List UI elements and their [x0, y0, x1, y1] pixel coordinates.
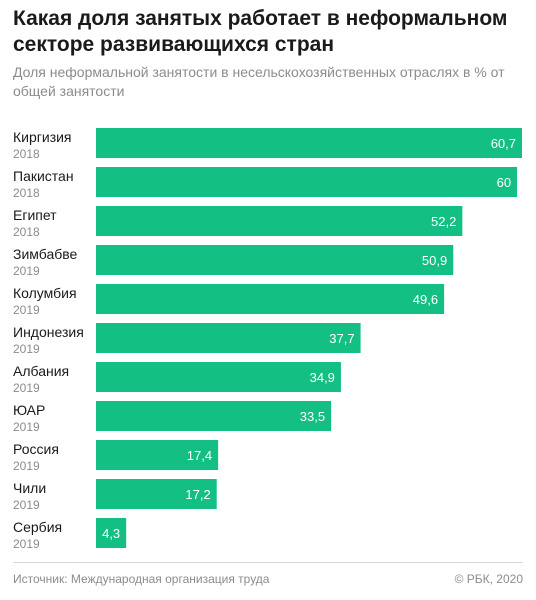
year-label: 2019 — [13, 537, 40, 551]
source-note: Источник: Международная организация труд… — [13, 572, 270, 586]
bar-8 — [96, 440, 219, 470]
bar-chart: Киргизия 2018 60,7 Пакистан 2018 60 Египет 2018… — [13, 128, 522, 551]
value-label: 33,5 — [300, 409, 325, 424]
category-label: Индонезия — [13, 324, 84, 340]
year-label: 2019 — [13, 303, 40, 317]
value-label: 49,6 — [413, 292, 438, 307]
value-label: 60 — [497, 175, 511, 190]
year-label: 2019 — [13, 381, 40, 395]
bar-4 — [96, 284, 445, 314]
bar-3 — [96, 245, 454, 275]
year-label: 2019 — [13, 420, 40, 434]
value-label: 50,9 — [422, 253, 447, 268]
bar-5 — [96, 323, 361, 353]
bar-0 — [96, 128, 522, 158]
bar-10 — [96, 518, 127, 548]
category-label: Зимбабве — [13, 246, 78, 262]
chart-subtitle: Доля неформальной занятости в несельскох… — [13, 64, 505, 99]
category-label: Египет — [13, 207, 57, 223]
category-label: Чили — [13, 480, 46, 496]
value-label: 4,3 — [102, 526, 120, 541]
category-label: ЮАР — [13, 402, 45, 418]
year-label: 2019 — [13, 498, 40, 512]
category-label: Колумбия — [13, 285, 77, 301]
bar-1 — [96, 167, 518, 197]
year-label: 2018 — [13, 186, 40, 200]
bar-2 — [96, 206, 463, 236]
value-label: 34,9 — [310, 370, 335, 385]
value-label: 17,2 — [185, 487, 210, 502]
bar-7 — [96, 401, 332, 431]
year-label: 2019 — [13, 459, 40, 473]
category-label: Россия — [13, 441, 59, 457]
value-label: 37,7 — [329, 331, 354, 346]
category-label: Албания — [13, 363, 69, 379]
bar-6 — [96, 362, 341, 392]
footer-divider — [13, 562, 523, 563]
year-label: 2018 — [13, 147, 40, 161]
bar-9 — [96, 479, 217, 509]
category-label: Сербия — [13, 519, 62, 535]
chart-title: Какая доля занятых работает в неформальн… — [13, 7, 508, 56]
year-label: 2019 — [13, 264, 40, 278]
value-label: 60,7 — [491, 136, 516, 151]
category-label: Киргизия — [13, 129, 72, 145]
value-label: 52,2 — [431, 214, 456, 229]
value-label: 17,4 — [187, 448, 212, 463]
year-label: 2019 — [13, 342, 40, 356]
copyright-note: © РБК, 2020 — [454, 572, 523, 586]
year-label: 2018 — [13, 225, 40, 239]
category-label: Пакистан — [13, 168, 74, 184]
